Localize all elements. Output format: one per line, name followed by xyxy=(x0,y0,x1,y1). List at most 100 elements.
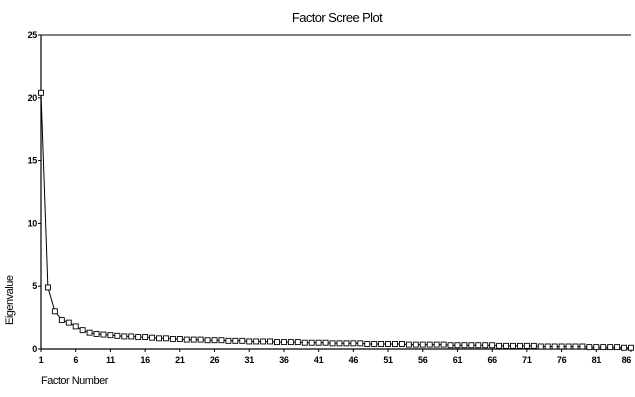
data-point xyxy=(551,343,558,350)
x-tick-label: 66 xyxy=(487,355,497,365)
data-point xyxy=(211,337,218,344)
data-point xyxy=(475,342,482,349)
x-tick-label: 41 xyxy=(314,355,324,365)
data-point xyxy=(225,337,232,344)
data-point xyxy=(572,343,579,350)
x-axis-ticks: 1 6 11 16 21 26 31 36 41 46 51 56 61 66 71 76 81 86 xyxy=(39,349,632,365)
data-point xyxy=(267,338,274,345)
data-point xyxy=(329,340,336,347)
data-point xyxy=(378,341,385,347)
x-tick-label: 26 xyxy=(210,355,220,365)
data-point xyxy=(114,332,121,339)
x-tick-label: 31 xyxy=(245,355,255,365)
data-point xyxy=(190,336,197,343)
data-point xyxy=(246,338,253,345)
data-point xyxy=(628,344,634,351)
x-tick-label: 81 xyxy=(592,355,602,365)
data-point xyxy=(121,333,128,340)
data-point xyxy=(544,343,551,350)
data-point xyxy=(294,339,301,346)
data-point xyxy=(440,341,447,348)
data-point xyxy=(79,327,86,334)
data-point xyxy=(537,343,544,350)
y-axis-ticks: 0 5 10 15 20 25 xyxy=(28,30,41,354)
data-point xyxy=(107,332,114,339)
x-tick-label: 86 xyxy=(622,355,632,365)
x-axis-label: Factor Number xyxy=(41,375,109,387)
x-tick-label: 46 xyxy=(349,355,359,365)
y-tick-label: 20 xyxy=(28,93,38,103)
y-tick-label: 10 xyxy=(28,218,38,228)
data-point xyxy=(162,335,169,342)
x-tick-label: 11 xyxy=(106,355,115,365)
data-point xyxy=(169,336,176,342)
x-tick-label: 16 xyxy=(140,355,150,365)
x-tick-label: 6 xyxy=(73,355,78,365)
data-point xyxy=(419,341,426,348)
data-point xyxy=(558,343,565,350)
data-point xyxy=(260,338,267,345)
data-point xyxy=(315,339,322,346)
y-tick-label: 25 xyxy=(28,30,38,40)
data-point xyxy=(239,337,246,344)
data-point xyxy=(593,344,600,351)
data-point xyxy=(489,342,496,349)
data-point xyxy=(447,342,454,349)
data-point xyxy=(72,323,79,330)
data-point xyxy=(197,336,204,343)
series-markers xyxy=(38,89,634,351)
data-point xyxy=(433,341,440,348)
data-point xyxy=(371,341,378,347)
data-point xyxy=(65,319,72,326)
data-point xyxy=(412,341,419,348)
data-point xyxy=(183,336,190,343)
data-point xyxy=(322,339,329,346)
y-axis-label: Eigenvalue xyxy=(4,275,16,325)
data-point xyxy=(86,329,93,336)
data-point xyxy=(357,340,364,347)
data-point xyxy=(336,340,343,347)
x-tick-label: 71 xyxy=(522,355,532,365)
data-point xyxy=(503,342,510,349)
series-line xyxy=(40,92,631,349)
data-point xyxy=(523,342,530,349)
data-point xyxy=(135,334,142,341)
data-point xyxy=(607,344,614,351)
y-tick-label: 15 xyxy=(28,156,38,166)
data-point xyxy=(565,343,572,350)
data-point xyxy=(218,337,225,344)
data-point xyxy=(156,335,162,342)
x-tick-label: 1 xyxy=(39,355,44,365)
y-tick-label: 5 xyxy=(32,281,37,291)
data-point xyxy=(149,334,156,341)
data-point xyxy=(392,341,398,347)
data-point xyxy=(142,334,149,341)
y-tick-label: 0 xyxy=(32,344,37,354)
data-point xyxy=(586,344,593,351)
data-point xyxy=(280,339,287,346)
data-point xyxy=(385,341,392,347)
data-point xyxy=(364,341,371,347)
data-point xyxy=(204,337,211,344)
data-point xyxy=(128,333,135,340)
data-point xyxy=(308,339,315,346)
data-point xyxy=(343,340,350,347)
data-point xyxy=(44,284,51,291)
data-point xyxy=(468,342,475,349)
x-tick-label: 56 xyxy=(418,355,428,365)
data-point xyxy=(454,342,461,349)
data-point xyxy=(405,341,412,348)
data-point xyxy=(287,339,294,346)
data-point xyxy=(461,342,468,349)
data-point xyxy=(398,341,405,347)
data-point xyxy=(579,343,586,350)
data-point xyxy=(38,89,44,96)
data-point xyxy=(232,337,239,344)
data-point xyxy=(510,342,516,349)
data-point xyxy=(516,342,523,349)
data-point xyxy=(621,344,628,351)
data-point xyxy=(614,344,621,351)
x-tick-label: 76 xyxy=(557,355,567,365)
data-point xyxy=(274,339,280,346)
